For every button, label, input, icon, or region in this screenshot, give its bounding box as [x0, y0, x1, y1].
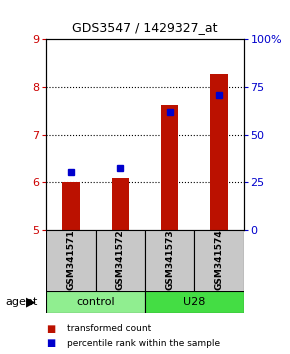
Bar [112, 178, 129, 230]
Bar [145, 230, 194, 292]
Bar [96, 230, 145, 292]
Bar [194, 230, 244, 292]
Text: agent: agent [6, 297, 38, 307]
Text: GSM341573: GSM341573 [165, 229, 174, 290]
Text: percentile rank within the sample: percentile rank within the sample [67, 339, 220, 348]
Bar [46, 230, 96, 292]
Text: ▶: ▶ [26, 295, 35, 308]
Text: GDS3547 / 1429327_at: GDS3547 / 1429327_at [72, 21, 218, 34]
Bar [46, 291, 145, 313]
Bar [145, 291, 244, 313]
Text: ■: ■ [46, 324, 56, 333]
Text: transformed count: transformed count [67, 324, 151, 333]
Text: GSM341571: GSM341571 [66, 229, 76, 290]
Text: GSM341572: GSM341572 [116, 229, 125, 290]
Text: ■: ■ [46, 338, 56, 348]
Text: U28: U28 [183, 297, 206, 307]
Text: GSM341574: GSM341574 [214, 229, 224, 290]
Text: control: control [76, 297, 115, 307]
Bar [210, 74, 228, 230]
Bar [62, 182, 80, 230]
Bar [161, 105, 178, 230]
